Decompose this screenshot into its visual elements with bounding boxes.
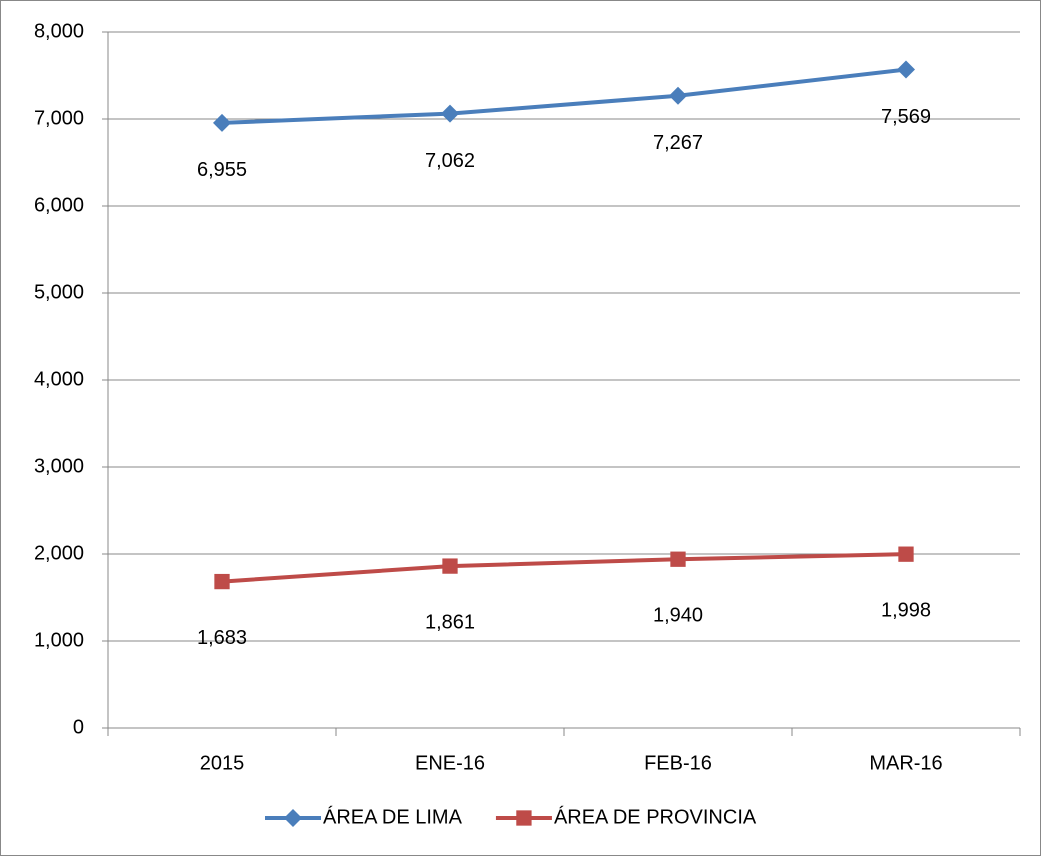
data-label: 7,062 xyxy=(425,150,475,172)
x-tick-label: 2015 xyxy=(200,752,245,774)
data-point xyxy=(670,551,686,567)
data-point xyxy=(897,60,915,79)
data-point xyxy=(669,86,687,105)
data-point xyxy=(442,558,458,574)
y-tick-label: 5,000 xyxy=(34,281,84,303)
data-label: 1,861 xyxy=(425,611,475,633)
x-tick-label: MAR-16 xyxy=(869,752,942,774)
data-label: 7,267 xyxy=(653,132,703,154)
data-point xyxy=(441,104,459,123)
data-point xyxy=(898,546,914,562)
legend-marker xyxy=(284,809,302,827)
x-tick-label: ENE-16 xyxy=(415,752,485,774)
series-line xyxy=(221,67,907,125)
y-tick-label: 0 xyxy=(73,716,84,738)
x-tick-label: FEB-16 xyxy=(644,752,712,774)
legend-label: ÁREA DE LIMA xyxy=(323,805,463,828)
legend-label: ÁREA DE PROVINCIA xyxy=(554,805,757,828)
y-tick-label: 6,000 xyxy=(34,194,84,216)
y-tick-label: 2,000 xyxy=(34,542,84,564)
data-point xyxy=(214,573,230,590)
series-line xyxy=(221,552,907,584)
data-label: 6,955 xyxy=(197,159,247,181)
y-tick-label: 1,000 xyxy=(34,629,84,651)
data-label: 1,683 xyxy=(197,627,247,649)
y-tick-label: 8,000 xyxy=(34,20,84,42)
data-label: 1,940 xyxy=(653,605,703,627)
data-label: 1,998 xyxy=(881,599,931,621)
y-tick-label: 7,000 xyxy=(34,107,84,129)
legend-marker xyxy=(516,810,532,826)
y-tick-label: 3,000 xyxy=(34,455,84,477)
y-tick-label: 4,000 xyxy=(34,368,84,390)
data-label: 7,569 xyxy=(881,106,931,128)
data-point xyxy=(213,113,231,132)
